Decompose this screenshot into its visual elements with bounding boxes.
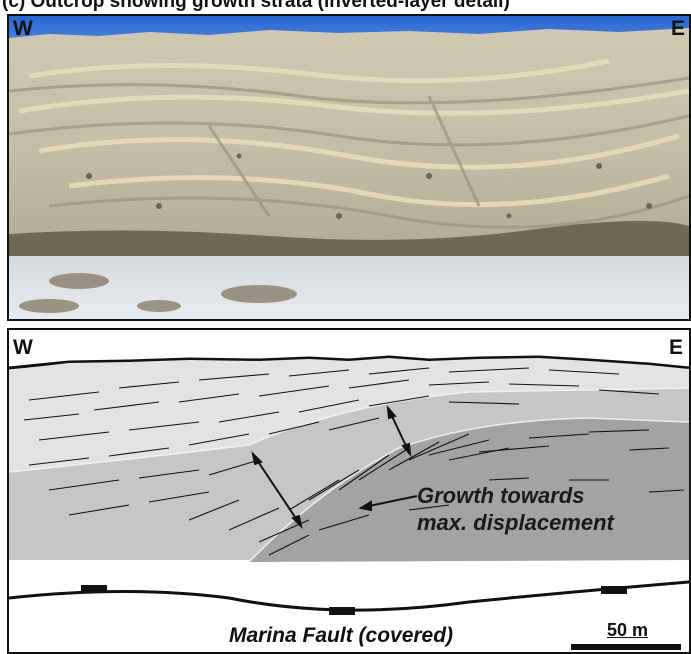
annotation-line-1: Growth towards — [417, 483, 585, 508]
annotation-line-2: max. displacement — [417, 510, 614, 535]
scale-bar — [571, 644, 681, 650]
sand-flat — [9, 256, 689, 319]
vegetation-strip — [9, 220, 689, 261]
bedding-traces — [23, 367, 685, 556]
sketch-drawing — [9, 355, 689, 650]
scale-label: 50 m — [607, 620, 649, 640]
fault-trace — [9, 580, 689, 612]
foreground-shrubs — [19, 273, 297, 313]
outcrop-photo: W E — [7, 14, 691, 321]
fault-ticks — [81, 585, 627, 615]
shrubs — [86, 153, 652, 219]
sketch-east-label: E — [669, 336, 684, 359]
sketch-west-label: W — [13, 336, 33, 359]
fault-label: Marina Fault (covered) — [229, 624, 454, 647]
unit-dark — [249, 418, 689, 562]
outcrop-photo-image — [9, 16, 689, 319]
figure-header: (c) Outcrop showing growth strata (inver… — [0, 0, 691, 14]
bedding-bands — [18, 58, 689, 208]
thickness-arrows — [251, 404, 418, 530]
interpretation-sketch: W E Growth towards max. displacement Mar… — [7, 328, 691, 654]
shadow-bands — [9, 76, 689, 229]
photo-west-label: W — [13, 17, 33, 40]
cliff-face — [9, 28, 689, 241]
growth-annotation: Growth towards max. displacement — [417, 482, 614, 536]
skyline-outline — [9, 355, 689, 370]
figure-title: (c) Outcrop showing growth strata (inver… — [2, 0, 510, 12]
photo-east-label: E — [671, 17, 686, 40]
